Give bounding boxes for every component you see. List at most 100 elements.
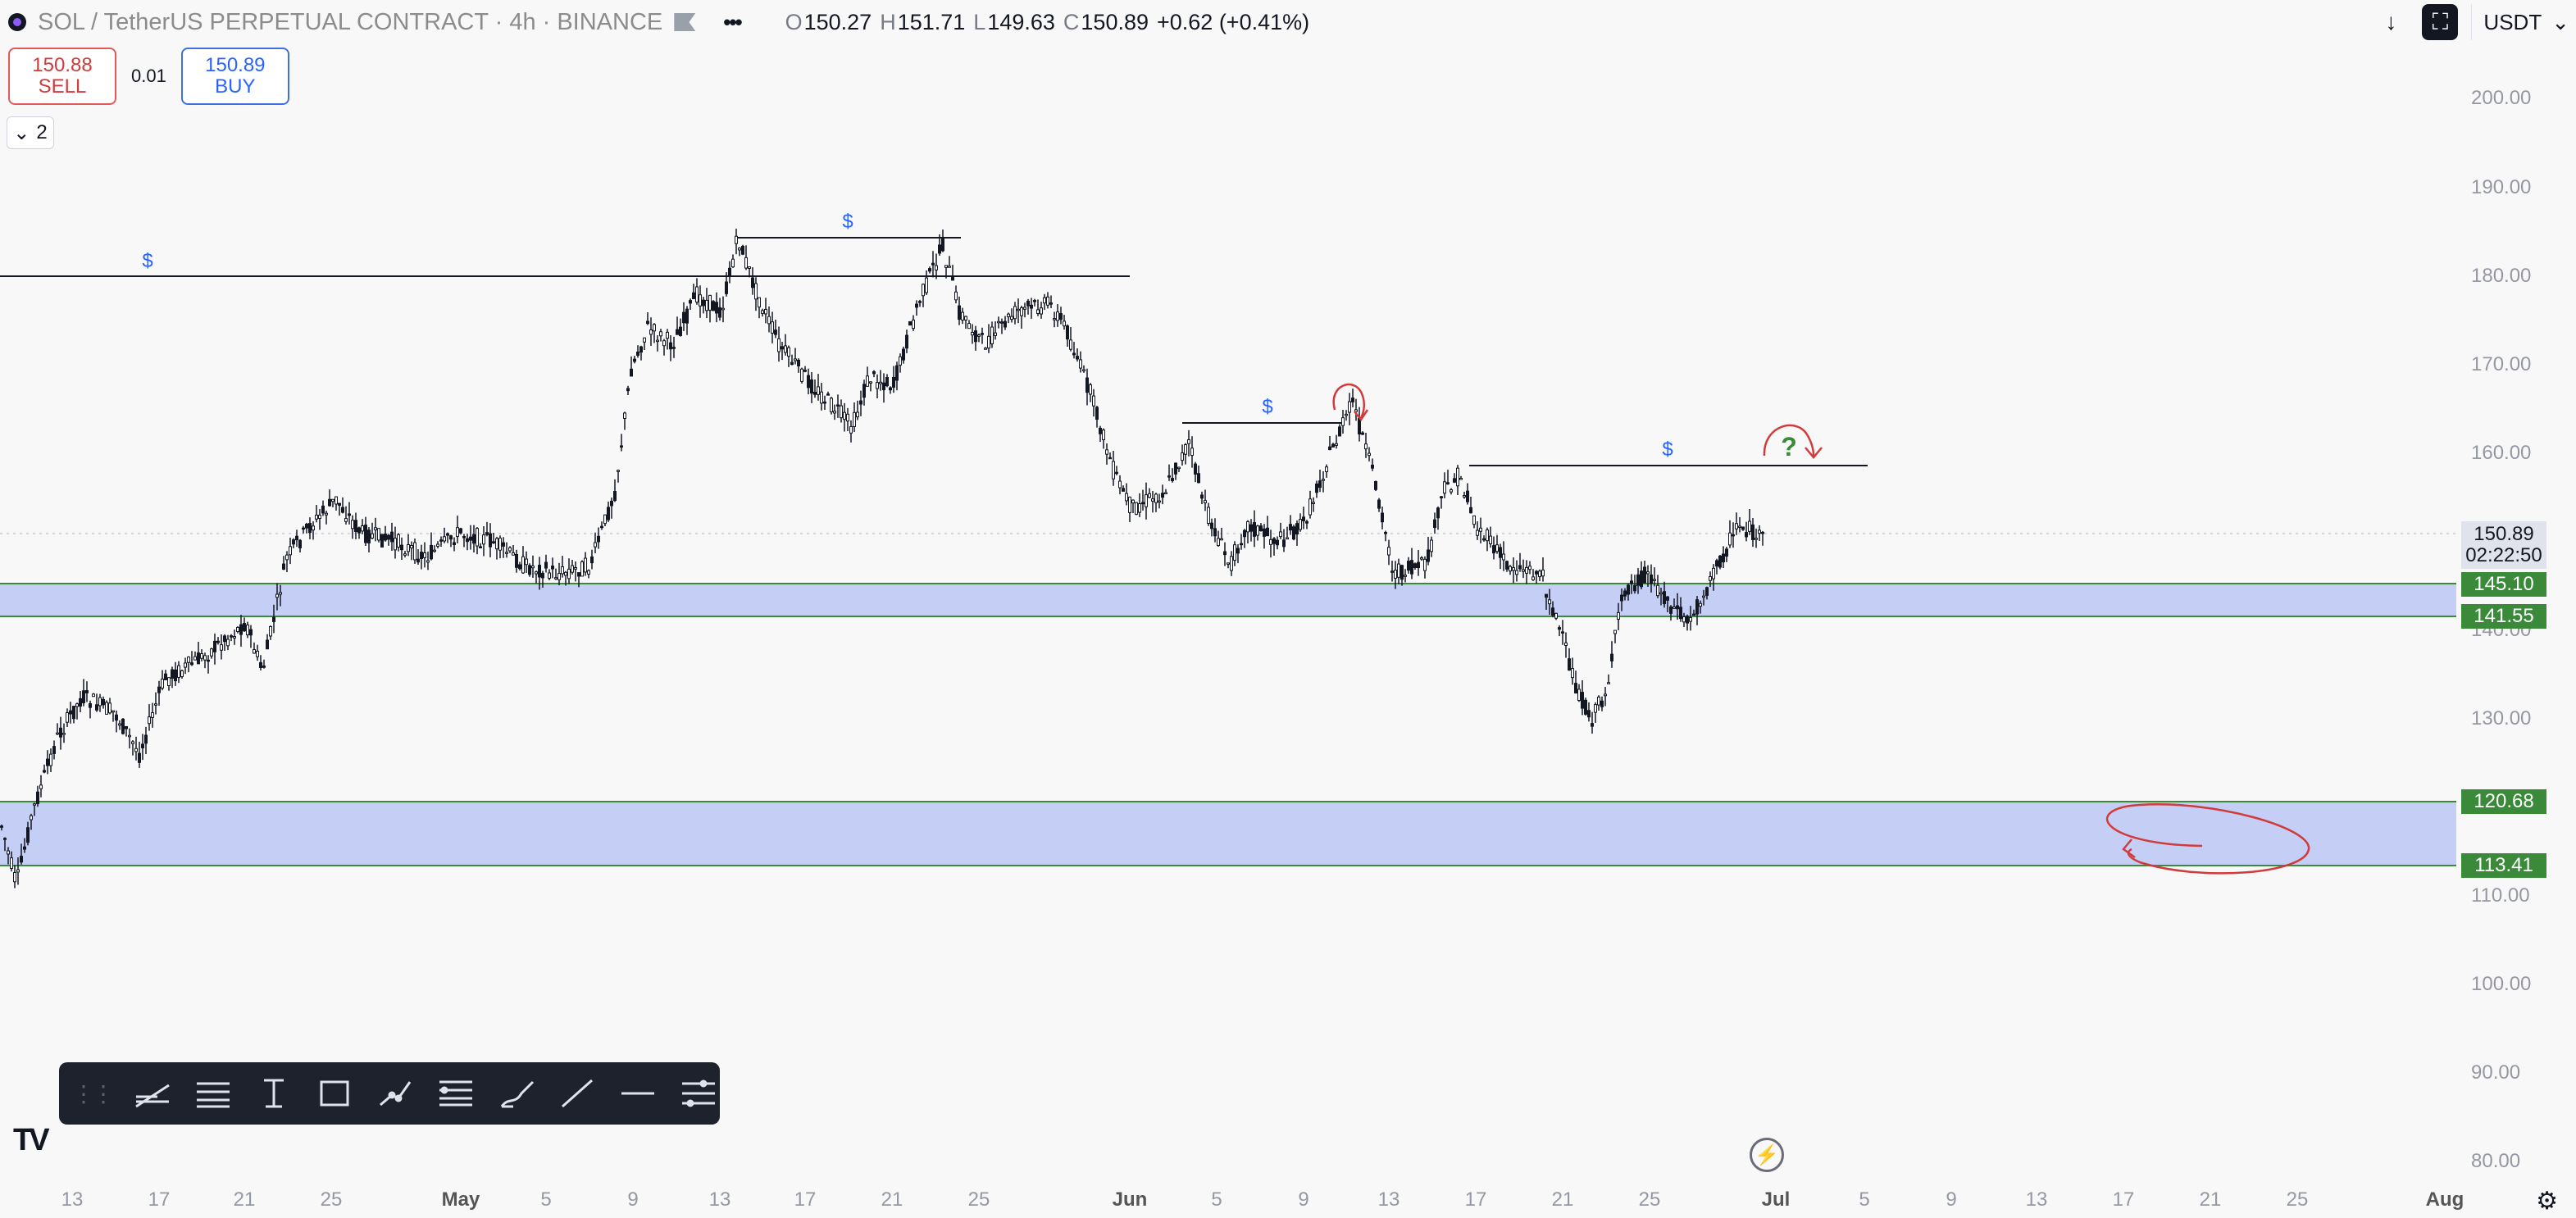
candle-body — [633, 358, 636, 362]
candle-body — [1728, 532, 1732, 546]
candle-body — [275, 593, 279, 598]
rejection-arrow-1 — [1332, 383, 1365, 419]
rectangle-icon[interactable] — [315, 1073, 354, 1114]
indicators-collapse-button[interactable]: ⌄ 2 — [7, 116, 54, 149]
candle-body — [525, 558, 528, 566]
candle-body — [1436, 507, 1440, 519]
trend-line-icon[interactable] — [133, 1073, 172, 1114]
candle-body — [325, 512, 328, 516]
candle-body — [1450, 489, 1453, 493]
candle-body — [551, 566, 554, 570]
flag-icon[interactable] — [674, 13, 696, 31]
candle-body — [1069, 339, 1072, 350]
candle-body — [1745, 532, 1748, 538]
candle-body — [1358, 417, 1361, 435]
candle-body — [1108, 457, 1112, 460]
brush-icon[interactable] — [497, 1073, 536, 1114]
time-tick: 13 — [708, 1188, 731, 1211]
target-arrow-head — [2122, 839, 2136, 859]
candle-body — [702, 299, 705, 307]
symbol-title[interactable]: SOL / TetherUS PERPETUAL CONTRACT · 4h ·… — [38, 8, 663, 35]
candle-body — [961, 311, 964, 320]
candle-body — [1722, 553, 1725, 563]
candle-body — [469, 536, 472, 541]
indicator-count: 2 — [36, 121, 48, 143]
candle-body — [948, 266, 951, 268]
candle-body — [69, 710, 72, 715]
candle-body — [1197, 473, 1200, 484]
candle-body — [472, 534, 476, 544]
candle-body — [731, 258, 735, 268]
time-tick: 17 — [2112, 1188, 2135, 1211]
candle-body — [1692, 613, 1695, 616]
horizontal-line-icon[interactable] — [618, 1073, 658, 1114]
candle-body — [95, 704, 98, 711]
candle-body — [1682, 616, 1686, 623]
candle-body — [1646, 571, 1650, 575]
candle-body — [207, 659, 210, 662]
candle-body — [403, 553, 407, 556]
text-tool-icon[interactable] — [254, 1073, 294, 1114]
candle-body — [374, 527, 377, 530]
currency-select[interactable]: USDT ⌄ — [2471, 4, 2569, 40]
candle-body — [964, 316, 967, 320]
candle-body — [1220, 538, 1223, 541]
ray-icon[interactable] — [558, 1073, 597, 1114]
candle-body — [1076, 356, 1079, 360]
candle-body — [1404, 575, 1407, 577]
sell-button[interactable]: 150.88 SELL — [8, 48, 116, 105]
candle-body — [220, 644, 223, 651]
candle-body — [433, 549, 436, 552]
close-value: C150.89 — [1063, 9, 1149, 34]
candle-body — [161, 678, 164, 689]
candle-body — [1184, 444, 1187, 455]
price-chart[interactable]: $ $ $ $ ? — [0, 0, 2456, 1180]
candle-body — [1004, 320, 1007, 328]
candle-body — [1013, 306, 1017, 320]
candle-body — [823, 401, 826, 404]
gear-icon[interactable]: ⚙ — [2536, 1188, 2558, 1215]
candle-body — [643, 337, 646, 343]
candle-body — [1318, 480, 1322, 489]
candle-body — [148, 716, 151, 725]
fib-icon[interactable] — [436, 1073, 476, 1114]
more-dots-icon[interactable]: ••• — [723, 9, 742, 34]
tradingview-logo[interactable]: TV — [13, 1123, 50, 1157]
candle-body — [1689, 617, 1692, 622]
fullscreen-icon[interactable]: ⛶ — [2422, 4, 2459, 40]
time-axis[interactable]: 13 17 21 25 May 5 9 13 17 21 25 Jun 5 9 … — [0, 1180, 2576, 1218]
drag-handle-icon[interactable]: ⋮⋮ — [72, 1080, 115, 1107]
path-icon[interactable] — [375, 1073, 415, 1114]
candle-body — [1509, 566, 1512, 572]
candle-body — [400, 544, 403, 551]
candle-body — [105, 702, 108, 715]
candle-body — [1312, 502, 1315, 504]
candle-body — [479, 546, 482, 548]
candle-body — [935, 265, 938, 270]
candle-body — [984, 348, 987, 350]
candle-body — [213, 640, 216, 652]
candle-body — [298, 539, 302, 548]
current-price-label: 150.89 02:22:50 — [2461, 521, 2546, 569]
settings-lines-icon[interactable] — [679, 1073, 718, 1114]
candle-body — [613, 491, 617, 502]
candle-body — [292, 539, 295, 545]
price-tick: 90.00 — [2471, 1061, 2521, 1084]
candle-body — [797, 359, 800, 366]
candle-body — [1390, 570, 1394, 573]
time-tick: 9 — [1946, 1188, 1957, 1211]
candle-body — [836, 404, 840, 407]
candle-body — [564, 571, 567, 576]
candle-body — [1423, 558, 1427, 571]
bolt-icon[interactable]: ⚡ — [1750, 1138, 1784, 1172]
candle-body — [1161, 493, 1164, 498]
arrow-down-icon[interactable]: ↓ — [2385, 9, 2397, 34]
candle-body — [725, 281, 728, 294]
buy-button[interactable]: 150.89 BUY — [180, 48, 289, 105]
candle-body — [443, 536, 446, 542]
horizontal-lines-icon[interactable] — [193, 1073, 233, 1114]
candle-body — [331, 498, 335, 502]
price-axis[interactable]: 200.00 190.00 180.00 170.00 160.00 140.0… — [2456, 0, 2576, 1180]
candle-body — [840, 405, 843, 419]
candle-body — [420, 552, 423, 559]
